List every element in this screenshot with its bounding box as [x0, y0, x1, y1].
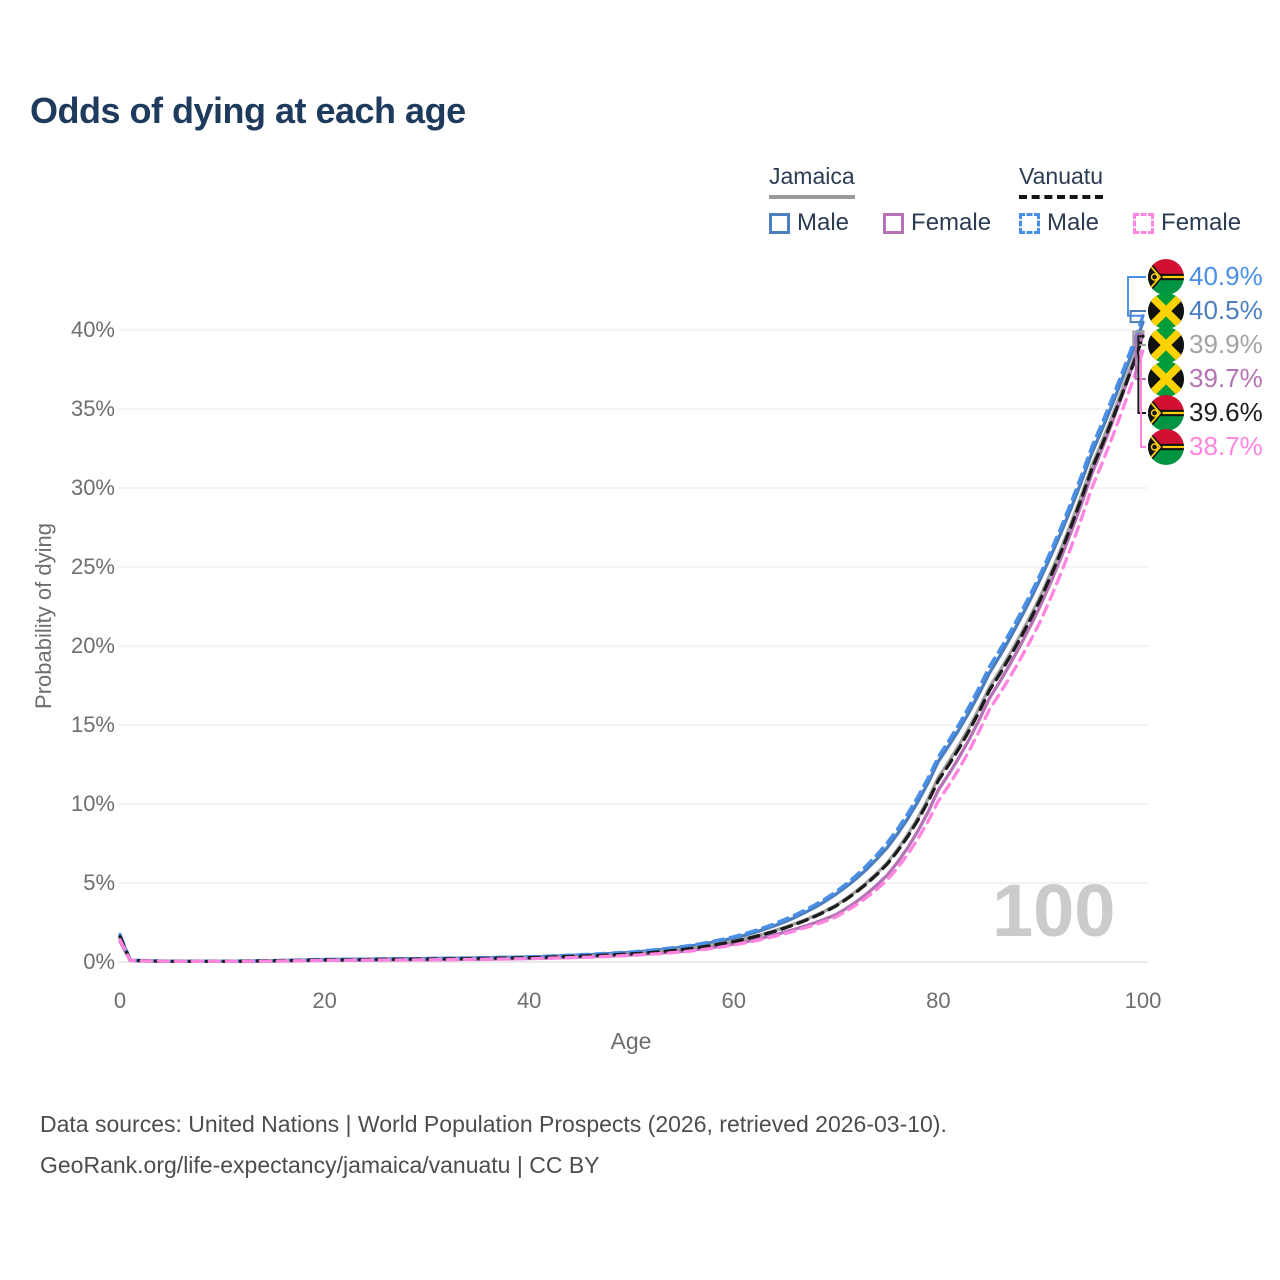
source-line-2: GeoRank.org/life-expectancy/jamaica/vanu… — [40, 1151, 600, 1178]
line-vanuatu-female[interactable] — [118, 348, 1145, 964]
legend-item-jamaica-female[interactable]: Female — [883, 209, 991, 237]
line-jamaica-female[interactable] — [118, 333, 1145, 964]
y-tick-label: 20% — [70, 633, 115, 658]
vanuatu-female-swatch-icon — [1133, 212, 1155, 234]
x-tick-label: 20 — [312, 988, 337, 1013]
x-axis-title: Age — [610, 1028, 652, 1054]
flag-vanuatu-icon — [1148, 395, 1184, 431]
legend-label: Female — [1161, 209, 1242, 236]
legend-item-jamaica-male[interactable]: Male — [769, 209, 849, 237]
flag-jamaica-icon — [1148, 327, 1184, 363]
page-title: Odds of dying at each age — [30, 90, 466, 131]
flag-vanuatu-icon — [1148, 259, 1184, 295]
line-vanuatu-male[interactable] — [118, 314, 1145, 963]
end-value-label: 40.5% — [1189, 295, 1263, 325]
flag-vanuatu-icon — [1148, 429, 1184, 465]
y-tick-label: 15% — [70, 712, 115, 737]
leader-line — [1140, 349, 1146, 448]
y-tick-label: 30% — [70, 475, 115, 500]
legend-label: Male — [1047, 209, 1100, 236]
end-value-label: 39.6% — [1189, 397, 1263, 427]
legend-item-vanuatu-female[interactable]: Female — [1133, 209, 1241, 237]
x-tick-label: 100 — [1124, 988, 1162, 1013]
legend-group-jamaica: Jamaica Male Female — [769, 163, 991, 237]
leader-line — [1137, 335, 1146, 414]
end-value-label: 39.9% — [1189, 329, 1263, 359]
legend-label: Male — [797, 209, 850, 236]
y-tick-label: 10% — [70, 791, 115, 816]
y-tick-label: 0% — [83, 949, 115, 974]
x-tick-label: 0 — [113, 988, 127, 1013]
x-tick-label: 40 — [516, 988, 542, 1013]
line-vanuatu-both-sexes[interactable] — [118, 334, 1145, 964]
jamaica-female-swatch-icon — [883, 212, 905, 234]
legend-group-vanuatu: Vanuatu Male Female — [1019, 163, 1241, 237]
x-tick-label: 60 — [721, 988, 747, 1013]
jamaica-male-swatch-icon — [769, 212, 790, 234]
leader-line — [1127, 276, 1146, 317]
legend-item-vanuatu-male[interactable]: Male — [1019, 209, 1099, 237]
x-tick-label: 80 — [926, 988, 951, 1013]
source-attribution: Data sources: United Nations | World Pop… — [40, 1104, 947, 1186]
y-tick-label: 40% — [70, 317, 115, 342]
source-line-1: Data sources: United Nations | World Pop… — [40, 1111, 947, 1137]
legend-label: Female — [911, 209, 992, 236]
y-tick-label: 5% — [83, 870, 115, 895]
end-value-label: 38.7% — [1189, 431, 1263, 461]
leader-line — [1129, 310, 1146, 324]
y-tick-label: 25% — [70, 554, 115, 579]
legend-title-jamaica: Jamaica — [769, 163, 855, 199]
line-jamaica-male[interactable] — [118, 320, 1145, 963]
leader-line — [1132, 330, 1146, 346]
vanuatu-male-swatch-icon — [1019, 212, 1040, 234]
end-value-label: 39.7% — [1189, 363, 1263, 393]
legend-title-vanuatu: Vanuatu — [1019, 163, 1103, 199]
end-value-label: 40.9% — [1189, 261, 1263, 291]
flag-jamaica-icon — [1148, 361, 1184, 397]
y-tick-label: 35% — [70, 396, 115, 421]
flag-jamaica-icon — [1148, 293, 1184, 329]
